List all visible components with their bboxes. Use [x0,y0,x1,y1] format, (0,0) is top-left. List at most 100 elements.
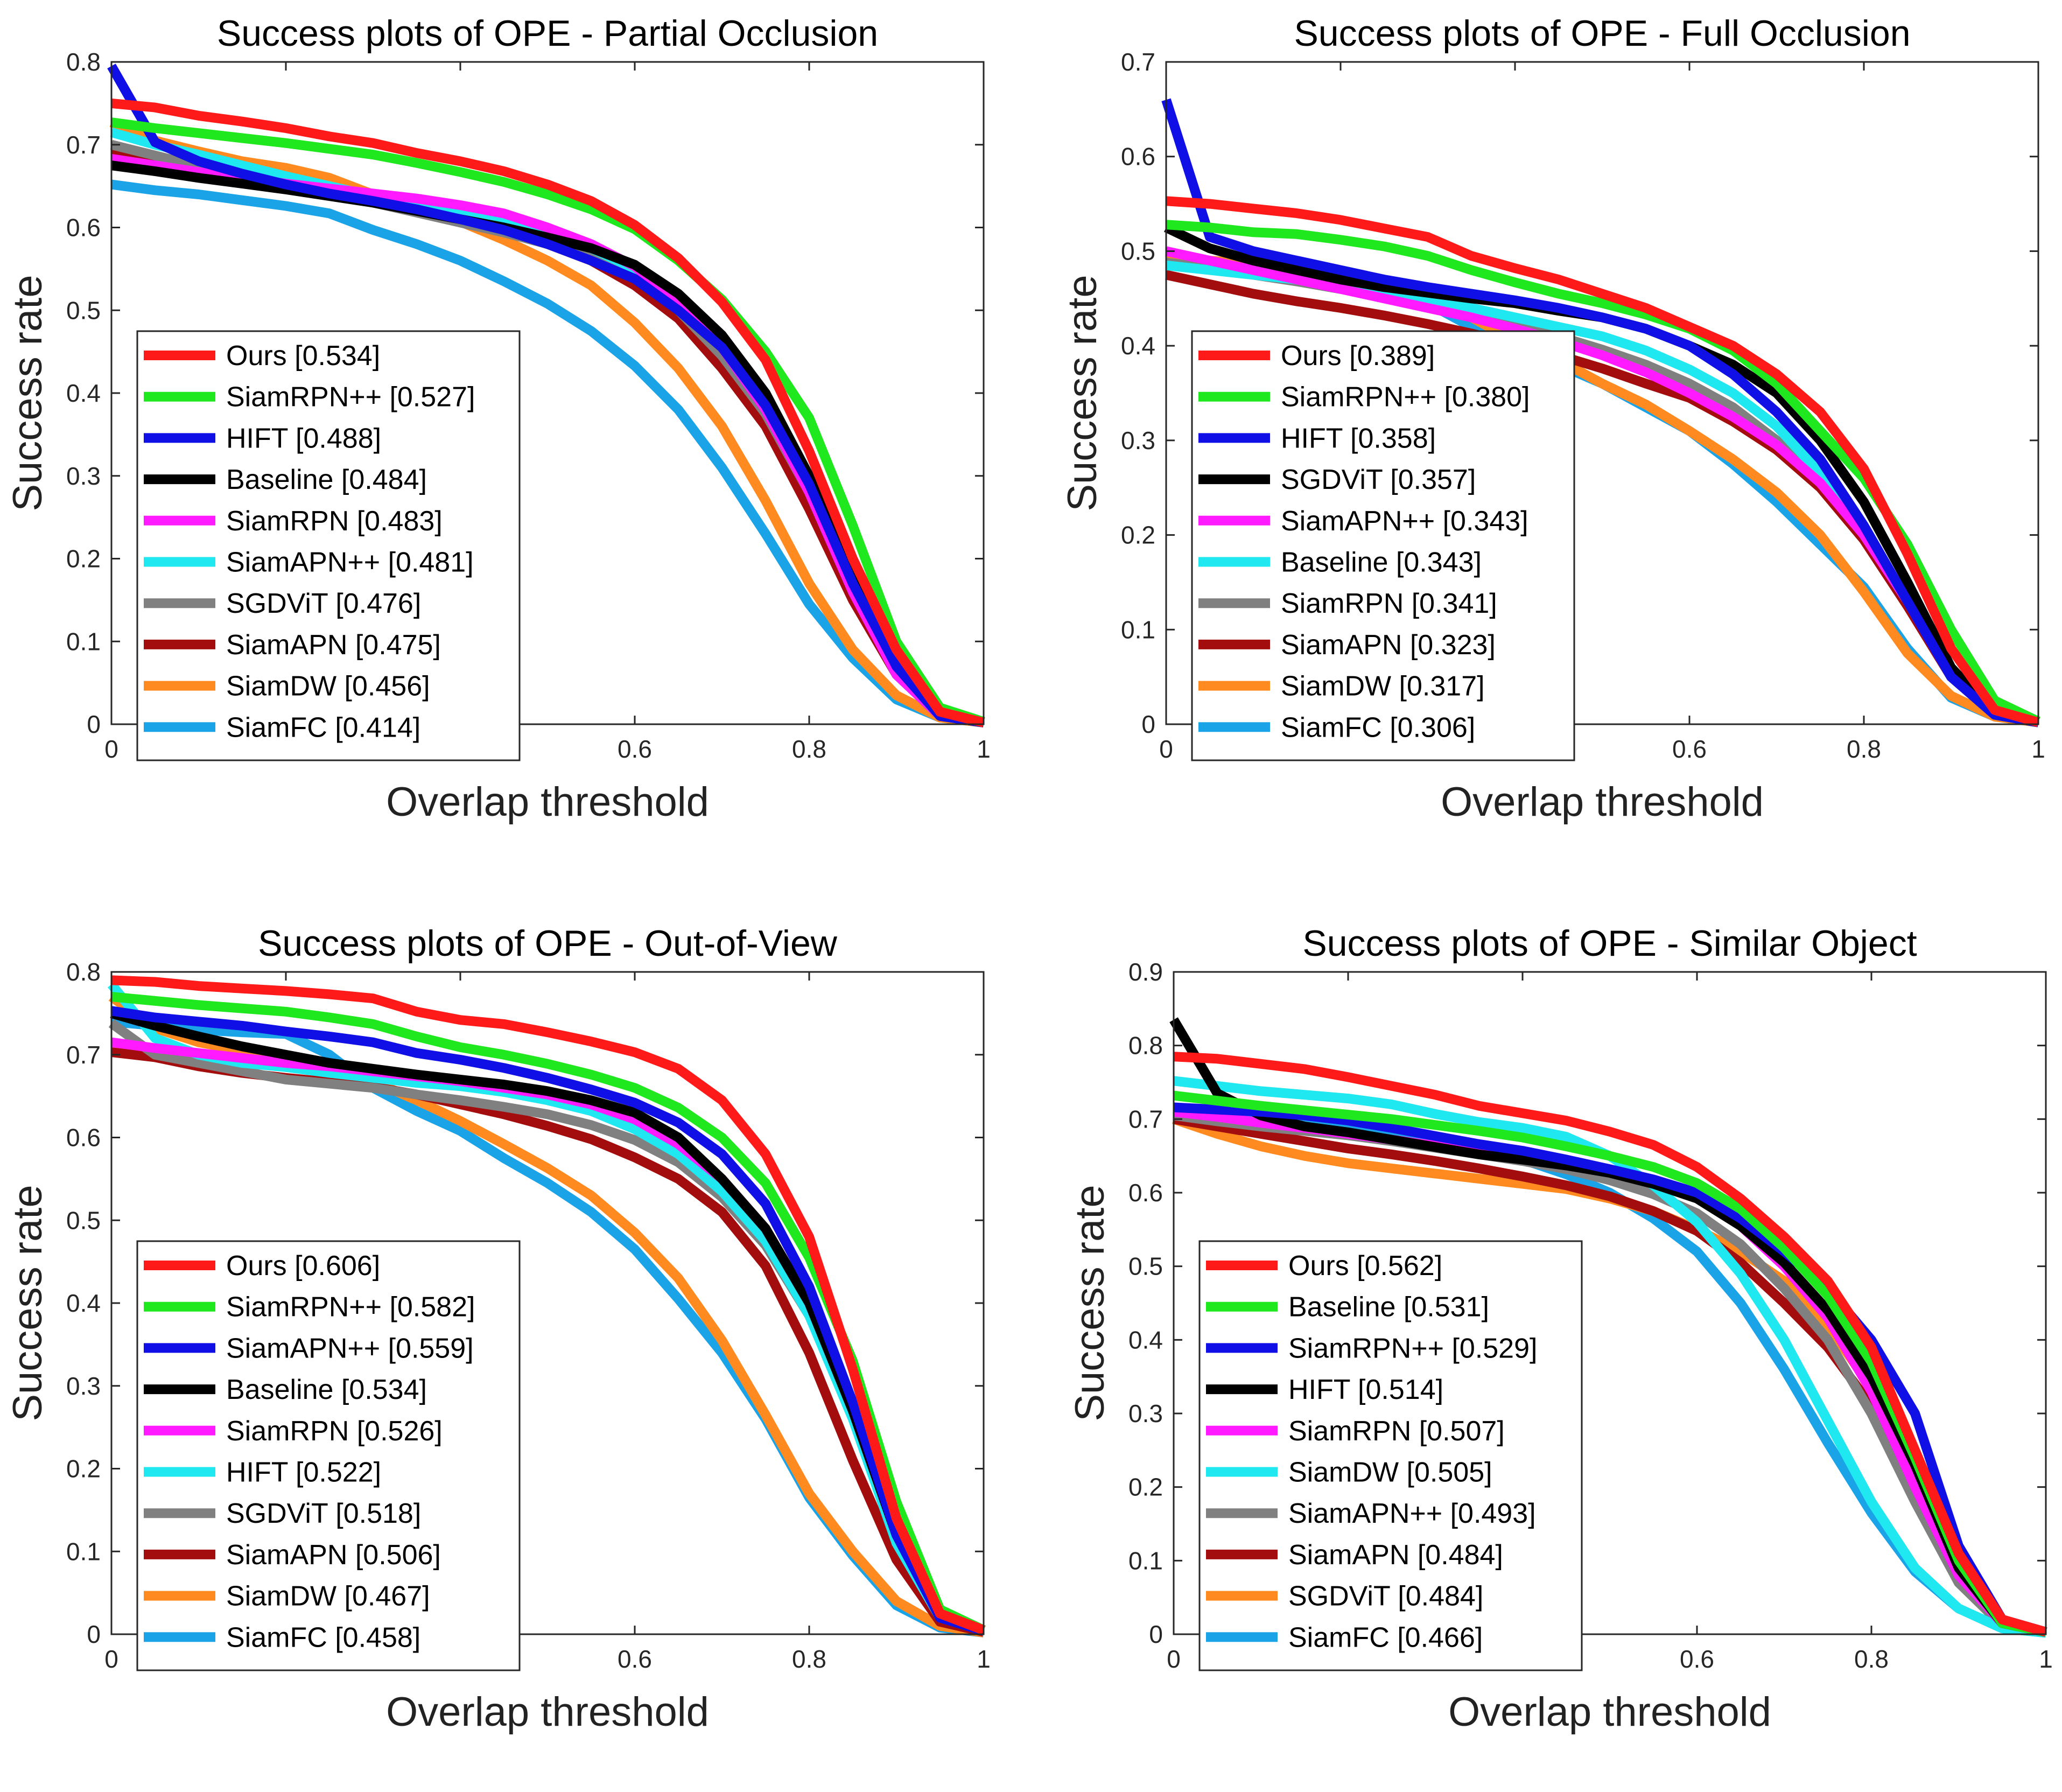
x-tick-label: 0 [1167,1645,1181,1673]
legend-entry-label: SiamAPN++ [0.481] [226,547,474,578]
series-lines [107,64,985,727]
legend-entry-label: SiamRPN [0.507] [1288,1416,1505,1447]
legend: Ours [0.606] SiamRPN++ [0.582] SiamAPN++ [… [136,1240,521,1671]
chart-panel-3: 00.20.40.60.8100.10.20.30.40.50.60.70.8S… [5,923,991,1735]
axes-frame [1165,61,2039,725]
legend-entry-label: SGDViT [0.484] [1288,1581,1483,1612]
y-tick-label: 0 [87,1620,101,1648]
y-tick-label: 0.6 [1128,1179,1163,1207]
legend-entry-label: HIFT [0.514] [1288,1374,1443,1405]
legend-entry-label: SiamFC [0.466] [1288,1622,1483,1653]
x-tick-label: 0 [1159,735,1173,763]
legend: Ours [0.389] SiamRPN++ [0.380] HIFT [0.358… [1191,330,1575,761]
y-tick-label: 0.3 [66,462,101,490]
y-tick-label: 0.5 [1128,1252,1163,1280]
legend-entry-label: Baseline [0.343] [1281,547,1482,578]
x-tick-label: 0 [104,1645,118,1673]
legend-entry-label: Ours [0.562] [1288,1250,1442,1282]
x-tick-label: 0.6 [1680,1645,1714,1673]
chart-title: Success plots of OPE - Out-of-View [258,923,838,964]
y-tick-label: 0.6 [66,214,101,242]
legend-entry-label: SiamDW [0.317] [1281,671,1485,702]
y-tick-label: 0.1 [66,627,101,655]
y-tick-label: 0.7 [1128,1105,1163,1133]
x-tick-label: 0.8 [1847,735,1881,763]
y-tick-label: 0.1 [66,1537,101,1565]
y-axis-label: Success rate [5,1185,51,1421]
x-axis-label: Overlap threshold [386,779,709,825]
series-line-3 [1173,1102,2047,1637]
series-line-10 [110,179,985,727]
series-line-2 [110,117,985,726]
legend-entry-label: SiamAPN++ [0.343] [1281,506,1528,537]
y-tick-label: 0.4 [1121,332,1155,360]
chart-title: Success plots of OPE - Partial Occlusion [217,13,878,54]
y-tick-label: 0.4 [66,379,101,407]
series-line-1 [1173,1052,2047,1637]
y-tick-label: 0.5 [1121,237,1155,265]
legend-entry-label: Ours [0.606] [226,1250,380,1282]
y-tick-label: 0.9 [1128,958,1163,986]
legend-entry-label: SiamFC [0.458] [226,1622,420,1653]
x-tick-label: 0.6 [618,735,652,763]
y-tick-label: 0.1 [1121,615,1155,643]
legend-entry-label: SiamFC [0.306] [1281,712,1475,743]
legend-entry-label: SiamDW [0.505] [1288,1457,1492,1488]
series-line-3 [1161,98,2039,727]
x-axis-label: Overlap threshold [386,1689,709,1735]
series-lines [1161,98,2040,727]
x-tick-label: 1 [977,735,991,763]
y-tick-label: 0.7 [66,131,101,159]
y-tick-label: 0.4 [66,1289,101,1317]
y-tick-label: 0.6 [66,1124,101,1152]
legend-entry-label: SGDViT [0.357] [1281,464,1476,495]
series-line-1 [111,975,986,1635]
y-tick-label: 0.3 [1121,426,1155,454]
y-tick-label: 0 [1149,1620,1163,1648]
y-tick-label: 0.5 [66,296,101,324]
legend-entry-label: HIFT [0.488] [226,423,381,454]
legend-entry-label: HIFT [0.522] [226,1457,381,1488]
legend: Ours [0.562] Baseline [0.531] SiamRPN++ [0… [1198,1240,1583,1671]
x-tick-label: 1 [2039,1645,2053,1673]
legend-entry-label: SiamDW [0.456] [226,671,430,702]
legend-entry-label: Ours [0.389] [1281,340,1435,372]
x-axis-label: Overlap threshold [1448,1689,1771,1735]
x-tick-label: 0.8 [1854,1645,1889,1673]
y-tick-label: 0.6 [1121,143,1155,171]
legend-entry-label: SiamAPN [0.323] [1281,629,1496,661]
legend-entry-label: Ours [0.534] [226,340,380,372]
legend-entry-label: SGDViT [0.518] [226,1498,421,1529]
y-tick-label: 0.7 [1121,48,1155,76]
legend-entry-label: SiamAPN++ [0.559] [226,1333,474,1364]
y-tick-label: 0.5 [66,1206,101,1234]
legend-entry-label: SiamRPN [0.483] [226,506,443,537]
series-line-3 [110,1006,985,1636]
y-tick-label: 0.8 [66,48,101,76]
legend-entry-label: SGDViT [0.476] [226,588,421,619]
chart-title: Success plots of OPE - Full Occlusion [1294,13,1910,54]
y-tick-label: 0.2 [66,1455,101,1483]
legend-entry-label: SiamAPN [0.506] [226,1539,441,1571]
y-tick-label: 0.7 [66,1041,101,1069]
y-tick-label: 0.8 [66,958,101,986]
y-tick-label: 0.3 [66,1372,101,1400]
x-tick-label: 0 [104,735,118,763]
legend-entry-label: HIFT [0.358] [1281,423,1436,454]
chart-panel-4: 00.20.40.60.8100.10.20.30.40.50.60.70.80… [1067,923,2053,1735]
legend-entry-label: SiamRPN++ [0.527] [226,382,475,413]
legend-entry-label: Baseline [0.531] [1288,1292,1489,1323]
y-axis-label: Success rate [1060,275,1105,511]
legend-entry-label: SiamRPN++ [0.582] [226,1292,475,1323]
legend-entry-label: SiamAPN [0.475] [226,629,441,661]
y-tick-label: 0.2 [1121,521,1155,549]
x-tick-label: 1 [977,1645,991,1673]
y-axis-label: Success rate [5,275,51,511]
y-axis-label: Success rate [1067,1185,1113,1421]
series-line-9 [109,117,985,727]
x-tick-label: 0.6 [618,1645,652,1673]
y-tick-label: 0.2 [1128,1473,1163,1501]
legend-entry-label: SiamRPN [0.526] [226,1416,443,1447]
series-line-1 [1166,196,2040,727]
axes-frame [1173,971,2047,1635]
